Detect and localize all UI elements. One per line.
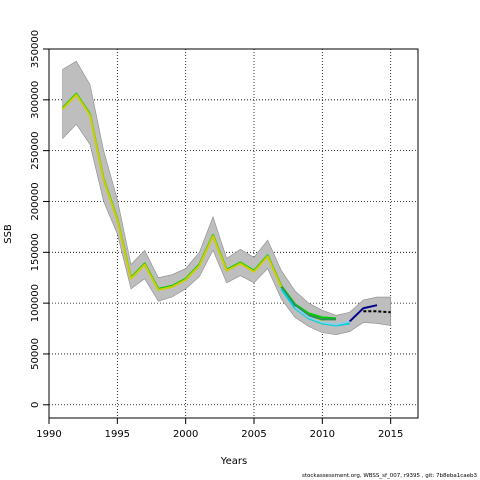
y-tick-label: 200000 — [30, 182, 41, 220]
series-line-7 — [363, 310, 391, 314]
x-axis-label: Years — [220, 456, 247, 467]
y-tick-label: 250000 — [30, 132, 41, 170]
x-tick-label: 2005 — [241, 429, 266, 440]
series-line-5 — [294, 306, 350, 326]
x-tick-label: 2000 — [173, 429, 198, 440]
y-axis: 0 50000 100000 150000 200000 250000 300000 3500… — [30, 30, 49, 408]
plot-frame — [48, 48, 419, 419]
x-axis: 1990 1995 2000 2005 2010 2015 — [36, 418, 403, 440]
y-tick-label: 50000 — [30, 338, 41, 370]
x-tick-label: 1995 — [105, 429, 130, 440]
series-line-2 — [61, 93, 323, 323]
y-tick-label: 150000 — [30, 233, 41, 271]
y-tick-label: 100000 — [30, 284, 41, 322]
series-line-3 — [280, 286, 336, 321]
y-tick-label: 300000 — [30, 81, 41, 119]
x-tick-label: 1990 — [36, 429, 61, 440]
series-lines — [61, 92, 391, 327]
y-tick-label: 0 — [30, 402, 41, 408]
y-axis-label: SSB — [3, 224, 14, 244]
y-tick-label: 350000 — [30, 30, 41, 68]
footnote: stockassessment.org, WBSS_sf_007, r9395 … — [301, 473, 477, 479]
series-line-6 — [348, 304, 378, 323]
x-tick-label: 2015 — [378, 429, 403, 440]
x-tick-label: 2010 — [310, 429, 335, 440]
